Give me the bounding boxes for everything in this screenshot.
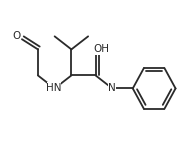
Text: N: N <box>108 83 116 93</box>
Bar <box>108 83 116 94</box>
Bar <box>12 30 21 42</box>
Text: HN: HN <box>46 83 61 93</box>
Bar <box>94 43 108 55</box>
Text: O: O <box>12 31 21 41</box>
Bar <box>47 83 61 94</box>
Text: OH: OH <box>93 44 109 54</box>
